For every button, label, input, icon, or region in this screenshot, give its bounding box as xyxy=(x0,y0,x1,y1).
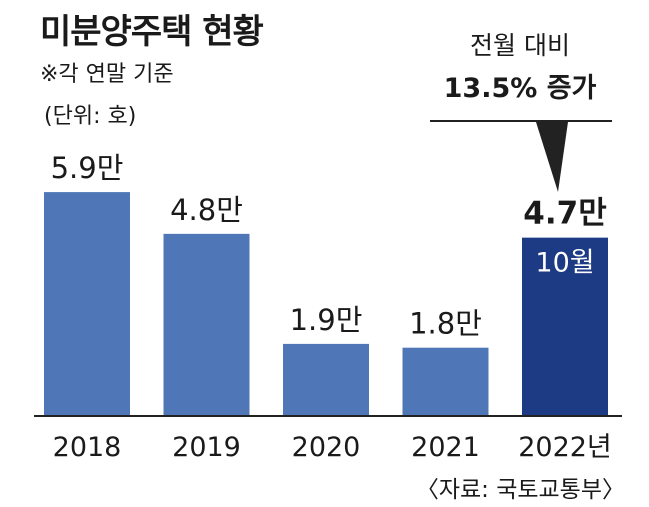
bar-3 xyxy=(402,347,489,416)
chart-title: 미분양주택 현황 xyxy=(40,12,264,52)
callout-line1: 전월 대비 xyxy=(470,31,570,60)
callout-pointer xyxy=(536,122,568,192)
category-label-2: 2020 xyxy=(292,432,361,463)
value-label-2: 1.9만 xyxy=(290,303,363,337)
bar-2 xyxy=(283,343,369,416)
category-label-3: 2021 xyxy=(411,432,480,463)
source-note: 〈자료: 국토교통부〉 xyxy=(415,477,625,503)
category-label-1: 2019 xyxy=(172,432,241,463)
highlight-inner-label: 10월 xyxy=(535,248,594,279)
callout-box: 전월 대비 13.5% 증가 xyxy=(430,26,610,105)
bar-1 xyxy=(163,233,250,416)
value-label-3: 1.8만 xyxy=(409,307,482,341)
chart-subtitle: ※각 연말 기준 xyxy=(40,62,174,87)
value-label-1: 4.8만 xyxy=(170,193,243,227)
category-label-0: 2018 xyxy=(53,432,122,463)
unit-label: (단위: 호) xyxy=(44,104,137,129)
value-label-4: 4.7만 xyxy=(523,196,606,232)
bar-0 xyxy=(44,192,130,416)
callout-line2: 13.5% 증가 xyxy=(443,73,597,104)
category-label-4: 2022년 xyxy=(518,432,612,463)
value-label-0: 5.9만 xyxy=(51,151,124,185)
bar-4 xyxy=(522,237,608,416)
